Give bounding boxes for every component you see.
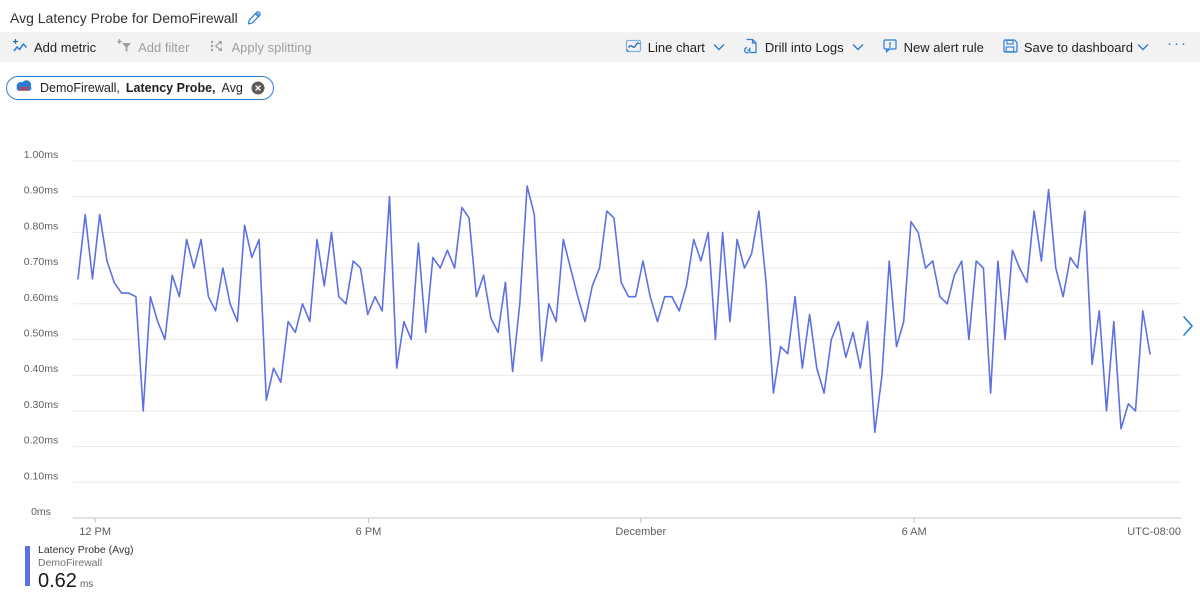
- add-metric-button[interactable]: Add metric: [12, 38, 96, 57]
- svg-text:0.40ms: 0.40ms: [24, 363, 58, 375]
- legend-series-name: Latency Probe (Avg): [38, 544, 134, 556]
- new-alert-rule-button[interactable]: New alert rule: [882, 38, 984, 57]
- add-metric-label: Add metric: [34, 39, 97, 55]
- apply-splitting-icon: [209, 38, 225, 57]
- apply-splitting-label: Apply splitting: [231, 39, 312, 55]
- remove-metric-icon[interactable]: [251, 81, 265, 95]
- legend-item[interactable]: Latency Probe (Avg) DemoFirewall 0.62 ms: [25, 544, 134, 592]
- pill-resource-name: DemoFirewall,: [40, 81, 120, 95]
- chevron-down-icon: [713, 43, 725, 51]
- metric-pill-row: DemoFirewall, Latency Probe, Avg: [6, 76, 274, 100]
- legend-resource-name: DemoFirewall: [38, 557, 103, 569]
- svg-text:6 PM: 6 PM: [356, 526, 382, 538]
- drill-into-logs-button[interactable]: Drill into Logs: [743, 38, 864, 57]
- chevron-down-icon: [1137, 43, 1149, 51]
- svg-text:0.50ms: 0.50ms: [24, 328, 58, 340]
- add-filter-button[interactable]: Add filter: [116, 38, 189, 57]
- svg-text:0.90ms: 0.90ms: [24, 185, 58, 197]
- more-options-button[interactable]: ···: [1167, 35, 1188, 52]
- add-filter-label: Add filter: [138, 39, 190, 55]
- drill-into-logs-label: Drill into Logs: [764, 39, 844, 55]
- chart-toolbar: Add metric Add filter Apply: [0, 32, 1200, 62]
- chart-canvas[interactable]: 0ms 0.10ms 0.20ms 0.30ms 0.40ms 0.50ms 0.60ms 0…: [0, 140, 1200, 550]
- save-to-dashboard-button[interactable]: Save to dashboard: [1002, 38, 1149, 57]
- svg-text:12 PM: 12 PM: [79, 526, 111, 538]
- svg-text:0.80ms: 0.80ms: [24, 220, 58, 232]
- line-chart-selector-button[interactable]: Line chart: [625, 38, 725, 57]
- edit-title-pencil-icon[interactable]: [246, 10, 262, 26]
- svg-text:December: December: [615, 526, 666, 538]
- svg-text:0.60ms: 0.60ms: [24, 292, 58, 304]
- svg-text:6 AM: 6 AM: [902, 526, 927, 538]
- toolbar-left-group: Add metric Add filter Apply: [12, 38, 312, 57]
- line-chart-label: Line chart: [647, 39, 705, 55]
- new-alert-rule-label: New alert rule: [903, 39, 984, 55]
- drill-into-logs-icon: [743, 38, 759, 57]
- legend-text-block: Latency Probe (Avg) DemoFirewall 0.62 ms: [38, 544, 134, 592]
- svg-text:0ms: 0ms: [31, 506, 51, 518]
- metric-pill[interactable]: DemoFirewall, Latency Probe, Avg: [6, 76, 274, 100]
- save-to-dashboard-label: Save to dashboard: [1023, 39, 1133, 55]
- legend-avg-value: 0.62: [38, 570, 77, 592]
- apply-splitting-button[interactable]: Apply splitting: [209, 38, 312, 57]
- toolbar-right-group: Line chart Drill into Logs: [625, 35, 1188, 57]
- add-filter-icon: [116, 38, 132, 57]
- legend-unit: ms: [79, 579, 94, 590]
- firewall-icon: [14, 79, 34, 97]
- pill-aggregation: Avg: [221, 81, 243, 95]
- chevron-down-icon: [852, 43, 864, 51]
- svg-text:1.00ms: 1.00ms: [24, 149, 58, 161]
- svg-text:0.70ms: 0.70ms: [24, 256, 58, 268]
- line-chart-icon: [625, 38, 642, 57]
- svg-text:0.20ms: 0.20ms: [24, 435, 58, 447]
- chart-title-row: Avg Latency Probe for DemoFirewall: [10, 5, 262, 31]
- page-title: Avg Latency Probe for DemoFirewall: [10, 10, 238, 26]
- new-alert-rule-icon: [882, 38, 898, 57]
- save-icon: [1002, 38, 1018, 57]
- add-metric-icon: [12, 38, 28, 57]
- pill-metric-name: Latency Probe,: [125, 81, 216, 95]
- legend-color-bar: [25, 546, 30, 586]
- pan-right-chevron-icon[interactable]: [1182, 315, 1194, 342]
- svg-text:0.30ms: 0.30ms: [24, 399, 58, 411]
- svg-text:UTC-08:00: UTC-08:00: [1127, 526, 1181, 538]
- metrics-line-chart[interactable]: 0ms 0.10ms 0.20ms 0.30ms 0.40ms 0.50ms 0.60ms 0…: [0, 140, 1200, 550]
- svg-text:0.10ms: 0.10ms: [24, 470, 58, 482]
